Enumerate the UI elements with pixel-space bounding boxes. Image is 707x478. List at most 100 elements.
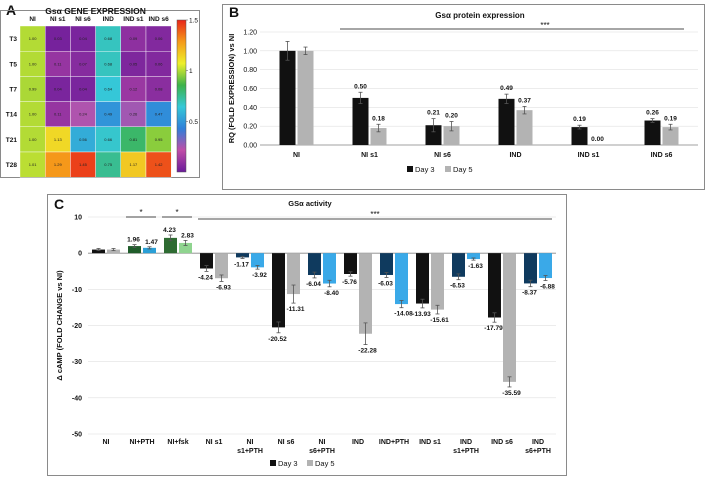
- panel-b-frame: [222, 4, 705, 190]
- legend-day3-swatch: [407, 166, 413, 172]
- heatmap-cell-value: 0.75: [104, 162, 113, 167]
- protein-bar-day3: [425, 125, 442, 145]
- heatmap-cell-value: 0.64: [104, 87, 113, 92]
- legend-day3-label: Day 3: [415, 165, 435, 174]
- activity-ytick-label: -10: [72, 287, 82, 294]
- activity-data-label: -1.63: [468, 263, 483, 270]
- activity-category-label: NI+fsk: [167, 439, 188, 446]
- activity-data-label: 1.47: [145, 239, 158, 246]
- activity-data-label: 4.23: [163, 227, 176, 234]
- heatmap-cell-value: 1.00: [29, 112, 38, 117]
- heatmap-cell-value: 0.06: [155, 36, 164, 41]
- protein-ytick-label: 1.20: [243, 30, 257, 37]
- activity-data-label: -6.03: [378, 281, 393, 288]
- activity-bar-day3: [236, 253, 249, 258]
- panel-c-frame: [47, 194, 567, 476]
- heatmap-cell-value: 1.17: [130, 162, 139, 167]
- protein-data-label: 0.19: [664, 115, 677, 122]
- heatmap-title: Gsα GENE EXPRESSION: [45, 6, 146, 16]
- heatmap-column-label: NI s6: [75, 16, 91, 23]
- activity-bar-day5: [179, 242, 192, 254]
- panel-b-letter: B: [229, 4, 240, 20]
- heatmap-cell: [19, 51, 46, 77]
- heatmap-cell-value: 1.01: [29, 162, 38, 167]
- activity-bar-day5: [251, 253, 264, 268]
- protein-data-label: 0.19: [573, 116, 586, 123]
- heatmap-cell: [120, 51, 147, 77]
- protein-data-label: 0.18: [372, 115, 385, 122]
- heatmap-cell-value: 0.04: [79, 87, 88, 92]
- heatmap-column-label: IND s1: [123, 16, 144, 23]
- heatmap-cell: [19, 101, 46, 127]
- activity-category-label: NI: [103, 439, 110, 446]
- activity-data-label: -6.93: [216, 284, 231, 291]
- heatmap-cell: [70, 126, 96, 153]
- activity-data-label: -6.53: [450, 283, 465, 290]
- protein-bar-day5: [589, 145, 606, 146]
- heatmap-cell: [120, 25, 147, 52]
- activity-bar-day5: [395, 253, 408, 305]
- panel-c-letter: C: [54, 196, 65, 212]
- activity-bar-day3: [416, 253, 429, 304]
- heatmap-cell-value: 0.09: [130, 36, 139, 41]
- activity-category-label: NI s6: [278, 439, 295, 446]
- protein-chart-title: Gsα protein expression: [435, 11, 525, 20]
- heatmap-cell-value: 1.29: [54, 162, 63, 167]
- heatmap-cell-value: 0.49: [104, 112, 113, 117]
- legend-day3-swatch: [270, 460, 276, 466]
- activity-bar-day3: [488, 253, 501, 318]
- protein-bar-day3: [644, 120, 661, 145]
- activity-category-label: NI: [319, 439, 326, 446]
- activity-category-label: s1+PTH: [453, 448, 479, 455]
- protein-bar-day3: [279, 50, 296, 146]
- heatmap-cell: [145, 101, 172, 127]
- protein-ytick-label: 0.20: [243, 124, 257, 131]
- heatmap-cell: [19, 126, 46, 153]
- activity-data-label: -6.04: [306, 281, 321, 288]
- protein-ytick-label: 0.80: [243, 67, 257, 74]
- activity-bar-day5: [467, 253, 480, 260]
- protein-data-label: 0.26: [646, 110, 659, 117]
- protein-y-axis-label: RQ (FOLD EXPRESSION) vs NI: [227, 34, 236, 144]
- protein-bar-day5: [662, 127, 679, 145]
- heatmap-cell-value: 0.66: [104, 137, 113, 142]
- heatmap-cell: [120, 76, 147, 102]
- activity-y-axis-label: Δ cAMP (FOLD CHANGE vs NI): [55, 270, 64, 381]
- activity-ytick-label: -50: [72, 432, 82, 439]
- activity-data-label: -20.52: [268, 336, 287, 343]
- activity-ytick-label: -40: [72, 395, 82, 402]
- heatmap-cell-value: 0.07: [79, 61, 88, 66]
- activity-bar-day3: [380, 253, 393, 275]
- heatmap-cell: [95, 151, 121, 178]
- heatmap-cell: [19, 76, 46, 102]
- activity-category-label: IND s1: [419, 439, 441, 446]
- protein-data-label: 0.20: [445, 112, 458, 119]
- activity-bar-day3: [524, 253, 537, 284]
- activity-ytick-label: -30: [72, 359, 82, 366]
- protein-category-label: NI s1: [361, 152, 378, 159]
- heatmap-cell: [95, 76, 121, 102]
- colorbar-tick-label: 0.5: [189, 119, 198, 126]
- panel-a-frame: [0, 10, 200, 178]
- heatmap-cell-value: 0.06: [155, 61, 164, 66]
- heatmap-cell-value: 0.99: [29, 87, 38, 92]
- activity-bar-day3: [128, 246, 141, 254]
- activity-data-label: 2.83: [181, 232, 194, 239]
- activity-data-label: 1.96: [127, 237, 140, 244]
- activity-bar-day5: [107, 249, 120, 254]
- activity-data-label: -15.61: [430, 317, 449, 324]
- activity-data-label: -35.59: [502, 390, 521, 397]
- activity-data-label: -5.76: [342, 279, 357, 286]
- activity-category-label: NI+PTH: [129, 439, 154, 446]
- activity-category-label: s6+PTH: [525, 448, 551, 455]
- heatmap-column-label: NI: [29, 16, 36, 23]
- heatmap-cell-value: 0.26: [130, 112, 139, 117]
- heatmap-column-label: IND: [103, 16, 115, 23]
- heatmap-cell: [120, 151, 147, 178]
- colorbar: [176, 19, 187, 173]
- protein-bar-day3: [352, 97, 369, 145]
- heatmap-cell-value: 0.81: [130, 137, 139, 142]
- activity-data-label: -8.40: [324, 290, 339, 297]
- protein-category-label: IND s1: [578, 152, 600, 159]
- activity-category-label: IND+PTH: [379, 439, 409, 446]
